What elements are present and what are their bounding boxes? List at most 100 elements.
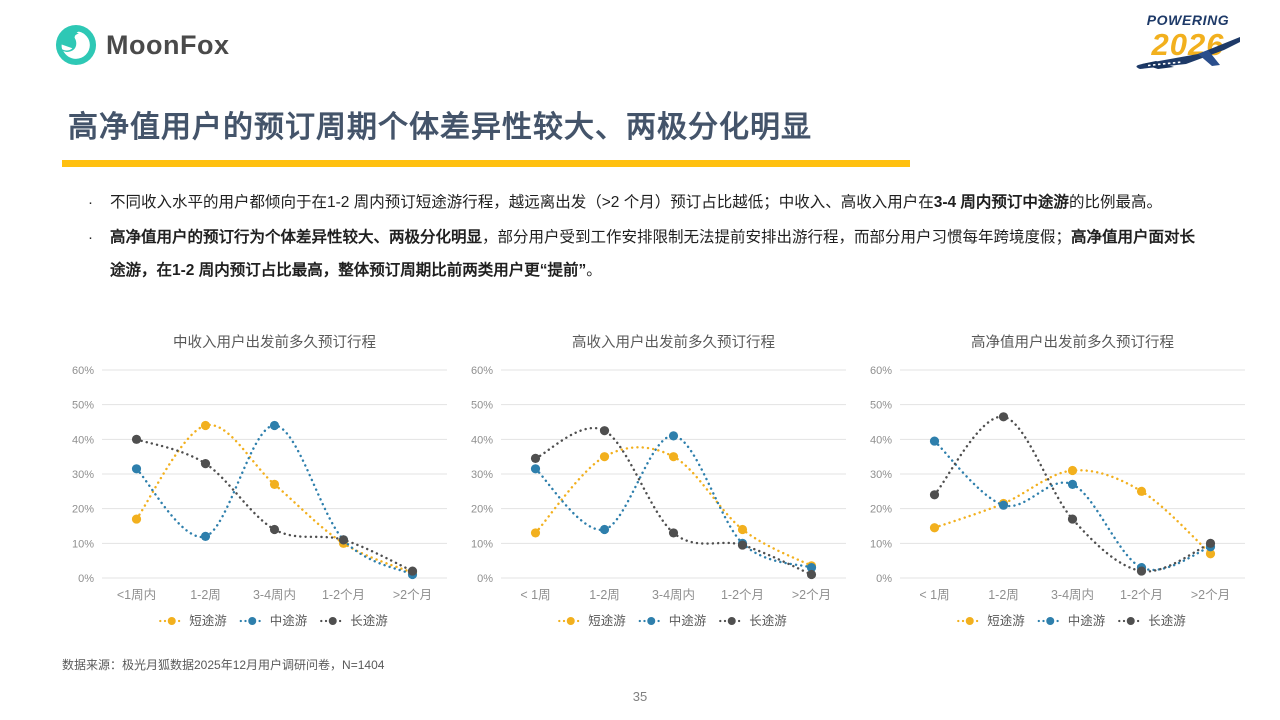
y-tick-label: 60% <box>471 365 493 377</box>
y-tick-label: 60% <box>72 365 94 377</box>
x-tick-label: < 1周 <box>520 588 550 602</box>
data-point <box>530 464 541 474</box>
chart-title: 高净值用户出发前多久预订行程 <box>971 334 1174 351</box>
x-tick-label: 3-4周内 <box>253 588 296 602</box>
legend-label: 短途游 <box>987 613 1025 628</box>
legend-marker <box>965 617 974 625</box>
chart-title: 高收入用户出发前多久预订行程 <box>572 334 775 351</box>
data-point <box>1067 514 1078 524</box>
data-point <box>530 453 541 463</box>
title-underline <box>62 160 910 167</box>
x-tick-label: < 1周 <box>919 588 949 602</box>
data-point <box>929 436 940 446</box>
y-tick-label: 40% <box>72 434 94 446</box>
y-tick-label: 0% <box>78 573 94 585</box>
data-point <box>929 523 940 533</box>
data-point <box>200 459 211 469</box>
y-tick-label: 0% <box>876 573 892 585</box>
data-point <box>269 479 280 489</box>
series-line-长途游 <box>933 415 1212 573</box>
data-point <box>737 540 748 550</box>
bullet-dot: · <box>88 229 93 246</box>
legend-marker <box>167 617 176 625</box>
series-line-长途游 <box>135 438 414 573</box>
series-line-长途游 <box>534 427 813 576</box>
data-point <box>806 563 817 573</box>
data-point <box>668 431 679 441</box>
legend-label: 短途游 <box>189 613 227 628</box>
data-point <box>1205 549 1216 559</box>
data-point <box>200 420 211 431</box>
legend-label: 短途游 <box>588 613 626 628</box>
x-tick-label: 3-4周内 <box>652 588 695 602</box>
data-point <box>599 524 610 535</box>
series-line-中途游 <box>135 424 414 576</box>
x-tick-label: 3-4周内 <box>1051 588 1094 602</box>
legend-label: 中途游 <box>1068 613 1106 628</box>
data-point <box>1205 538 1216 548</box>
y-tick-label: 30% <box>870 469 892 481</box>
moonfox-logo-icon <box>55 24 97 66</box>
data-source: 数据来源：极光月狐数据2025年12月用户调研问卷，N=1404 <box>62 658 385 672</box>
data-point <box>998 500 1009 510</box>
powering-label: POWERING <box>1146 12 1230 28</box>
bullet-text: 高净值用户的预订行为个体差异性较大、两极分化明显，部分用户受到工作安排限制无法提… <box>110 229 1196 279</box>
chart-canvas: 中收入用户出发前多久预订行程 0% 10% 20% 30% 40% 50% 60% <1周内 1-… <box>72 334 447 628</box>
legend-label: 中途游 <box>270 613 308 628</box>
y-tick-label: 0% <box>477 573 493 585</box>
x-tick-label: 1-2个月 <box>1120 588 1163 602</box>
x-tick-label: 1-2个月 <box>721 588 764 602</box>
key-findings: · 不同收入水平的用户都倾向于在1-2 周内预订短途游行程，越远离出发（>2 个… <box>88 186 1196 289</box>
data-point <box>200 531 211 541</box>
legend-marker <box>566 617 575 625</box>
y-tick-label: 40% <box>471 434 493 446</box>
legend-marker <box>328 617 337 625</box>
legend-label: 中途游 <box>669 613 707 628</box>
y-tick-label: 20% <box>870 504 892 516</box>
powering-2026-logo: POWERING 2026 <box>1132 12 1244 69</box>
data-point <box>737 524 748 535</box>
x-tick-label: 1-2个月 <box>322 588 365 602</box>
data-point <box>929 490 940 500</box>
data-point <box>668 452 679 462</box>
series-line-短途游 <box>534 446 813 568</box>
chart-mid-income-booking-leadtime: 中收入用户出发前多久预订行程 0% 10% 20% 30% 40% 50% 60% <1周内 1-… <box>60 330 459 635</box>
legend-label: 长途游 <box>1148 613 1186 628</box>
title-block: 高净值用户的预订周期个体差异性较大、两极分化明显 <box>62 102 1218 167</box>
x-tick-label: 1-2周 <box>589 588 620 602</box>
chart-title: 中收入用户出发前多久预订行程 <box>173 334 376 351</box>
legend-label: 长途游 <box>350 613 388 628</box>
y-tick-label: 50% <box>72 400 94 412</box>
data-point <box>131 464 142 474</box>
bullet-text: 不同收入水平的用户都倾向于在1-2 周内预订短途游行程，越远离出发（>2 个月）… <box>110 194 1162 211</box>
data-point <box>806 569 817 580</box>
y-tick-label: 50% <box>870 400 892 412</box>
bullet-item: · 高净值用户的预订行为个体差异性较大、两极分化明显，部分用户受到工作安排限制无… <box>88 221 1196 287</box>
y-tick-label: 10% <box>870 538 892 550</box>
chart-canvas: 高收入用户出发前多久预订行程 0% 10% 20% 30% 40% 50% 60% < 1周 1-… <box>471 334 846 628</box>
y-tick-label: 30% <box>471 469 493 481</box>
y-tick-label: 40% <box>870 434 892 446</box>
data-point <box>131 514 142 524</box>
brand-name: MoonFox <box>106 29 230 60</box>
data-point <box>338 535 349 545</box>
page-title: 高净值用户的预订周期个体差异性较大、两极分化明显 <box>68 111 812 144</box>
y-tick-label: 50% <box>471 400 493 412</box>
bullet-item: · 不同收入水平的用户都倾向于在1-2 周内预订短途游行程，越远离出发（>2 个… <box>88 186 1196 219</box>
data-point <box>668 528 679 538</box>
y-tick-label: 20% <box>471 504 493 516</box>
data-point <box>530 528 541 538</box>
y-tick-label: 10% <box>471 538 493 550</box>
y-tick-label: 30% <box>72 469 94 481</box>
data-point <box>599 426 610 436</box>
page-number: 35 <box>632 689 648 704</box>
chart-canvas: 高净值用户出发前多久预订行程 0% 10% 20% 30% 40% 50% 60% < 1周 1-… <box>870 334 1245 628</box>
legend-marker <box>248 617 257 625</box>
data-point <box>269 420 280 431</box>
bullet-dot: · <box>88 194 93 211</box>
legend-marker <box>647 617 656 625</box>
x-tick-label: >2个月 <box>393 588 432 602</box>
data-point <box>1136 566 1147 576</box>
data-point <box>407 566 418 576</box>
